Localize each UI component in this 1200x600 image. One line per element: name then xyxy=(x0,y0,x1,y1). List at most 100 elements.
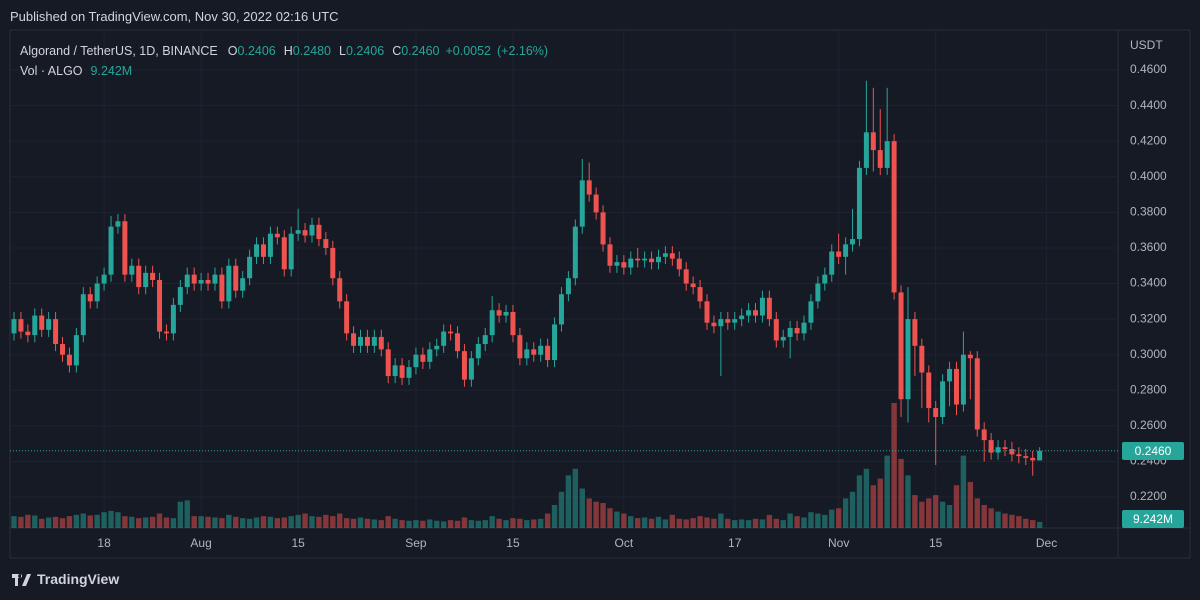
candle-body xyxy=(891,141,897,293)
candle-body xyxy=(247,256,253,279)
y-tick-label: 0.4600 xyxy=(1130,62,1167,76)
candle-body xyxy=(80,294,86,336)
candle-body xyxy=(219,274,225,302)
volume-bar xyxy=(94,514,100,528)
candle-body xyxy=(1037,450,1043,461)
candle-body xyxy=(704,301,710,323)
volume-bar xyxy=(108,510,114,528)
candle-body xyxy=(711,322,717,327)
candle-body xyxy=(482,335,488,345)
candle-body xyxy=(718,319,724,327)
candle-body xyxy=(919,345,925,373)
candle-body xyxy=(988,440,994,453)
y-tick-label: 0.3400 xyxy=(1130,276,1167,290)
volume-bar xyxy=(572,468,579,528)
y-tick-label: 0.3000 xyxy=(1130,347,1167,361)
candle-body xyxy=(420,354,426,362)
candle-body xyxy=(150,272,156,280)
candle-body xyxy=(316,224,322,240)
candle-body xyxy=(586,180,592,195)
volume-bar xyxy=(510,518,516,528)
volume-bar xyxy=(1036,521,1043,528)
volume-bar xyxy=(835,508,842,528)
candle-body xyxy=(967,354,973,359)
published-note: Published on TradingView.com, Nov 30, 20… xyxy=(10,9,339,24)
x-tick-label: Dec xyxy=(1036,536,1057,550)
volume-bar xyxy=(343,518,350,528)
volume-name: Vol · ALGO xyxy=(20,64,83,78)
volume-bar xyxy=(898,458,904,528)
candle-body xyxy=(441,331,447,346)
volume-bar xyxy=(274,518,281,528)
volume-bar xyxy=(787,513,793,528)
candle-body xyxy=(898,292,904,400)
volume-bar xyxy=(641,517,648,528)
volume-bar xyxy=(323,514,329,528)
candle-body xyxy=(461,351,467,380)
candle-body xyxy=(565,278,571,295)
candle-body xyxy=(66,354,72,366)
legend-key: L xyxy=(339,44,346,58)
volume-bar xyxy=(281,517,287,528)
candle-body xyxy=(836,251,842,257)
candle-body xyxy=(378,336,384,350)
chart-frame xyxy=(9,29,1191,559)
volume-bar xyxy=(39,518,45,528)
volume-bar xyxy=(482,520,488,528)
volume-bar xyxy=(635,518,641,528)
volume-bar xyxy=(912,495,918,528)
volume-bar xyxy=(233,516,239,528)
candle-body xyxy=(600,212,606,245)
volume-bar xyxy=(558,491,565,528)
volume-bar xyxy=(330,516,336,528)
volume-bar xyxy=(489,516,495,528)
volume-bar xyxy=(253,517,260,528)
candle-body xyxy=(177,287,183,305)
y-tick-label: 0.3200 xyxy=(1130,311,1167,325)
candle-body xyxy=(184,274,190,288)
volume-bar xyxy=(607,508,613,528)
candle-body xyxy=(1023,456,1029,458)
candle-body xyxy=(517,335,523,359)
volume-bar xyxy=(621,513,627,528)
volume-bar xyxy=(829,509,835,528)
volume-bar xyxy=(676,518,682,528)
volume-bar xyxy=(655,516,662,528)
volume-bar xyxy=(531,519,537,528)
volume-bar xyxy=(808,512,814,528)
volume-bar xyxy=(170,518,177,528)
volume-bar xyxy=(503,520,509,528)
volume-bar xyxy=(759,519,766,528)
volume-bar xyxy=(226,514,232,528)
volume-bar xyxy=(1002,513,1008,528)
candle-body xyxy=(628,258,634,268)
candle-body xyxy=(288,233,294,270)
candle-body xyxy=(163,331,169,334)
volume-bar xyxy=(302,513,308,528)
candle-body xyxy=(60,344,66,355)
candle-body xyxy=(940,381,946,417)
candle-body xyxy=(448,331,454,334)
volume-bar xyxy=(219,518,225,528)
volume-bar xyxy=(905,475,911,528)
candle-body xyxy=(662,253,668,257)
candle-body xyxy=(794,328,800,334)
candle-body xyxy=(579,180,585,227)
candle-body xyxy=(191,274,197,284)
last-price-label: 0.2460 xyxy=(1122,442,1184,460)
volume-bar xyxy=(877,478,883,528)
volume-bar xyxy=(184,500,190,528)
volume-bar xyxy=(80,513,86,528)
volume-bar xyxy=(711,518,717,528)
candle-body xyxy=(434,345,440,350)
volume-bar xyxy=(815,513,821,528)
symbol: Algorand / TetherUS, 1D, BINANCE xyxy=(20,44,218,58)
candle-body xyxy=(947,368,953,382)
legend-key: H xyxy=(283,44,293,58)
volume-bar xyxy=(863,468,870,528)
y-tick-label: 0.3600 xyxy=(1130,240,1167,254)
volume-bar xyxy=(725,518,731,528)
candle-body xyxy=(995,447,1001,453)
candle-body xyxy=(468,358,474,380)
volume-bar xyxy=(149,516,156,528)
